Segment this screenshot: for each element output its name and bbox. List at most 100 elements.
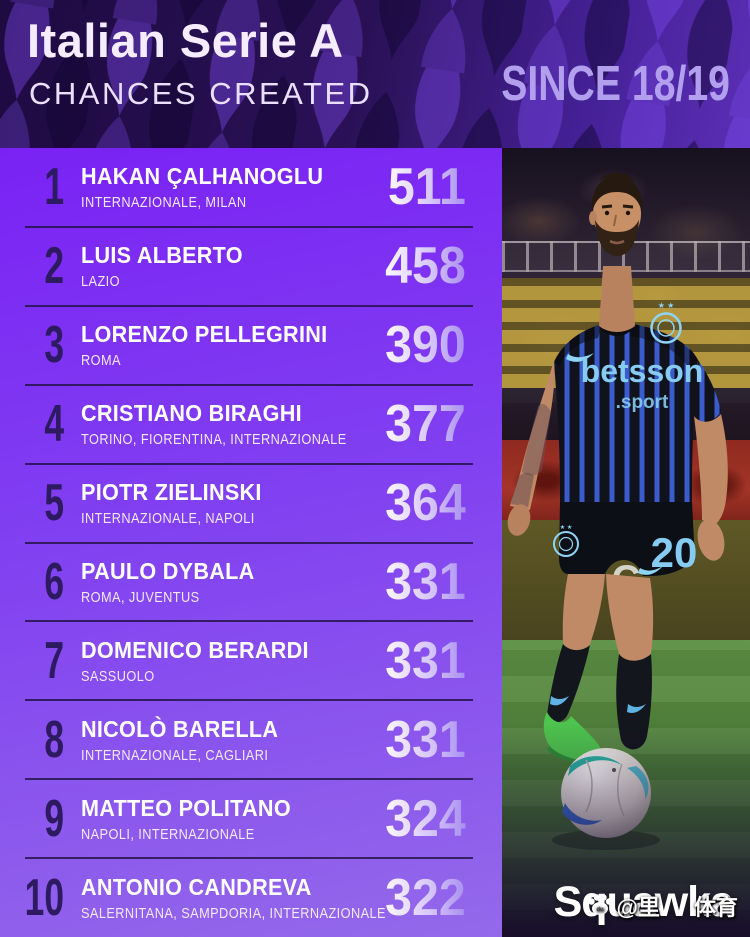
- rank-label: 3: [44, 316, 64, 375]
- player-name: PIOTR ZIELINSKI: [81, 479, 262, 506]
- player-teams: ROMA, JUVENTUS: [81, 588, 200, 606]
- player-teams: SASSUOLO: [81, 667, 155, 685]
- sock-swoosh-icon: [550, 696, 569, 706]
- table-row: 4 CRISTIANO BIRAGHI TORINO, FIORENTINA, …: [0, 383, 502, 464]
- sock-swoosh-icon: [627, 704, 646, 713]
- rank-label: 2: [44, 237, 64, 296]
- rank-label: 10: [24, 868, 64, 927]
- rank-label: 5: [44, 474, 64, 533]
- player-name: NICOLÒ BARELLA: [81, 715, 279, 742]
- shorts-crest-inner: [558, 536, 574, 552]
- nike-swoosh-icon: [566, 353, 594, 362]
- hair-quiff: [600, 172, 635, 182]
- shorts-stars: ★ ★: [560, 524, 572, 531]
- eye: [604, 210, 610, 216]
- left-hand: [507, 504, 531, 536]
- jersey-sponsor-text: betsson: [581, 353, 704, 389]
- player-teams: INTERNAZIONALE, NAPOLI: [81, 510, 255, 528]
- player-teams: INTERNAZIONALE, CAGLIARI: [81, 746, 269, 764]
- watermark-at-text: @里: [616, 895, 660, 920]
- eye: [625, 210, 631, 216]
- left-sock: [547, 644, 590, 723]
- rank-label: 6: [44, 552, 64, 611]
- player-name: LUIS ALBERTO: [81, 242, 243, 269]
- chances-value: 324: [385, 789, 466, 848]
- table-row: 8 NICOLÒ BARELLA INTERNAZIONALE, CAGLIAR…: [0, 699, 502, 779]
- chances-value: 511: [387, 158, 466, 217]
- chances-value: 377: [385, 395, 466, 454]
- club-crest-inner: [657, 319, 675, 337]
- rank-label: 1: [44, 158, 64, 217]
- right-sleeve: [694, 360, 721, 423]
- table-row: 6 PAULO DYBALA ROMA, JUVENTUS 331: [0, 541, 502, 622]
- ear: [589, 211, 597, 225]
- chances-value: 331: [385, 710, 466, 769]
- rank-label: 7: [44, 631, 64, 690]
- paw-label: du: [596, 907, 604, 913]
- tattoo: [511, 472, 534, 507]
- rank-label: 9: [44, 789, 64, 848]
- chances-value: 331: [385, 631, 466, 690]
- header: Italian Serie A CHANCES CREATED SINCE 18…: [0, 0, 750, 148]
- face: [593, 185, 641, 243]
- hair: [591, 176, 643, 212]
- chances-value: 390: [385, 316, 466, 375]
- brand-logo: Squawka: [553, 878, 734, 926]
- since-label: SINCE 18/19: [501, 57, 730, 111]
- shorts-crest: [553, 531, 579, 557]
- paw-icon: du: [587, 892, 613, 922]
- chances-value: 331: [385, 552, 466, 611]
- leaf-pattern-background: [0, 0, 750, 148]
- right-thigh: [606, 574, 654, 661]
- player-name: CRISTIANO BIRAGHI: [81, 400, 302, 427]
- table-row: 9 MATTEO POLITANO NAPOLI, INTERNAZIONALE…: [0, 778, 502, 858]
- player-name: LORENZO PELLEGRINI: [81, 321, 328, 348]
- player-teams: LAZIO: [81, 273, 120, 291]
- player-name: MATTEO POLITANO: [81, 794, 291, 821]
- page-subtitle: CHANCES CREATED: [29, 76, 373, 111]
- table-row: 7 DOMENICO BERARDI SASSUOLO 331: [0, 620, 502, 700]
- table-row: 5 PIOTR ZIELINSKI INTERNAZIONALE, NAPOLI…: [0, 462, 502, 543]
- club-crest: [650, 312, 682, 344]
- rank-label: 4: [44, 395, 64, 454]
- table-row: 10 ANTONIO CANDREVA SALERNITANA, SAMPDOR…: [0, 857, 502, 937]
- chances-value: 322: [385, 868, 466, 927]
- page-title: Italian Serie A: [27, 14, 344, 67]
- mouth: [609, 239, 625, 245]
- right-hand: [697, 519, 725, 561]
- watermark-suffix-text: 体育: [693, 895, 738, 920]
- player-teams: SALERNITANA, SAMPDORIA, INTERNAZIONALE: [81, 904, 386, 922]
- ranking-list: 1 HAKAN ÇALHANOGLU INTERNAZIONALE, MILAN…: [0, 148, 502, 937]
- chances-value: 364: [385, 474, 466, 533]
- eyebrow: [601, 204, 613, 209]
- shorts-number-text: 20: [651, 529, 698, 576]
- chances-value: 458: [385, 237, 466, 296]
- watermark: du @里 体育: [587, 890, 738, 922]
- jersey-shading: [554, 324, 602, 366]
- player-teams: TORINO, FIORENTINA, INTERNAZIONALE: [81, 431, 347, 449]
- bottom-vignette: [502, 722, 750, 937]
- player-teams: ROMA: [81, 352, 121, 370]
- rank-label: 8: [44, 710, 64, 769]
- jersey-sponsor-sub-text: .sport: [616, 392, 669, 413]
- table-row: 1 HAKAN ÇALHANOGLU INTERNAZIONALE, MILAN…: [0, 148, 502, 227]
- player-name: HAKAN ÇALHANOGLU: [81, 163, 324, 190]
- crest-stars: ★ ★: [658, 301, 675, 310]
- table-row: 2 LUIS ALBERTO LAZIO 458: [0, 225, 502, 306]
- right-forearm: [694, 414, 728, 524]
- nose: [613, 214, 617, 227]
- eyebrow: [622, 204, 634, 209]
- jersey: [554, 322, 698, 510]
- player-name: ANTONIO CANDREVA: [81, 873, 312, 900]
- table-row: 3 LORENZO PELLEGRINI ROMA 390: [0, 304, 502, 385]
- shorts-swoosh-icon: [638, 566, 663, 575]
- player-photo: C: [502, 148, 750, 937]
- left-thigh: [562, 574, 605, 651]
- player-teams: INTERNAZIONALE, MILAN: [81, 194, 247, 212]
- player-teams: NAPOLI, INTERNAZIONALE: [81, 825, 255, 843]
- beard: [595, 220, 639, 256]
- player-name: DOMENICO BERARDI: [81, 636, 309, 663]
- player-name: PAULO DYBALA: [81, 557, 255, 584]
- tattoo: [522, 404, 551, 476]
